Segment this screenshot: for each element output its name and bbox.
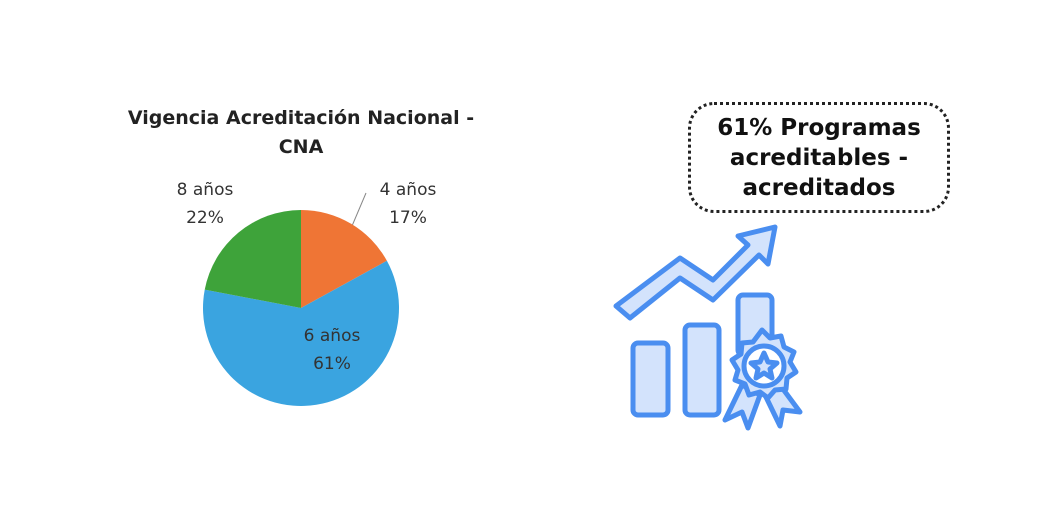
slice-category-label: 8 años [177,180,234,200]
slice-value-label: 61% [313,354,351,374]
slice-value-label: 22% [186,208,224,228]
slice-category-label: 6 años [304,326,361,346]
growth-icon [613,224,803,431]
pie-slice [203,260,400,406]
slice-value-label: 17% [389,208,427,228]
callout-text: 61% Programas acreditables - acreditados [717,114,921,201]
pie-slice [301,210,387,308]
chart-title: Vigencia Acreditación Nacional - CNA [127,107,475,158]
callout-box: 61% Programas acreditables - acreditados [688,102,950,213]
slice-category-label: 4 años [380,180,437,200]
pie-slice [204,210,301,308]
leader-line [351,192,367,227]
